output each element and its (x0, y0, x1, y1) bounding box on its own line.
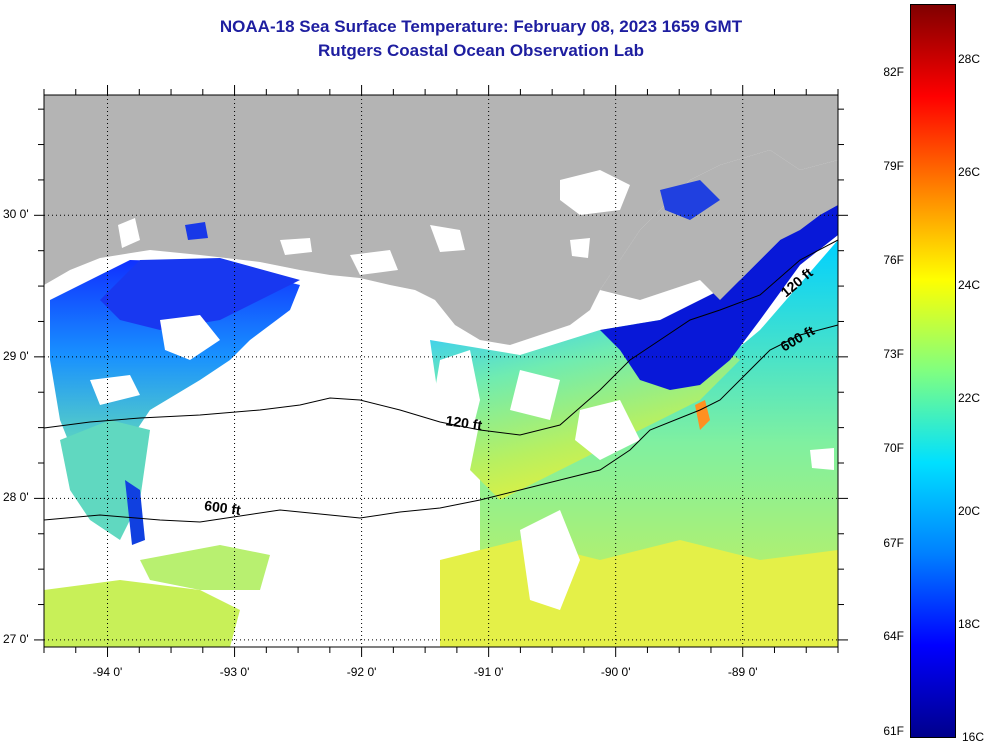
colorbar-celsius-label: 24C (958, 278, 981, 293)
colorbar-celsius-label: 28C (958, 52, 981, 67)
colorbar-fahrenheit-label: 76F (883, 253, 904, 268)
depth-contour-group (43, 239, 839, 523)
contour-depth-label: 600 ft (203, 497, 242, 518)
longitude-tick-label: -91 0' (473, 665, 504, 679)
longitude-tick-label: -90 0' (600, 665, 631, 679)
lake-cloud-area (430, 225, 465, 252)
map-title: NOAA-18 Sea Surface Temperature: Februar… (219, 17, 743, 36)
colorbar-celsius-label: 20C (958, 504, 981, 519)
longitude-tick-label: -89 0' (727, 665, 758, 679)
sst-southwest-mid-patch-area (140, 545, 270, 590)
longitude-tick-label: -94 0' (92, 665, 123, 679)
cloud-patch-area (520, 510, 580, 610)
colorbar-fahrenheit-label: 61F (883, 723, 904, 738)
cloud-patch-area (160, 315, 220, 360)
depth-contour-600ft (43, 324, 839, 523)
colorbar-celsius-label: 18C (958, 617, 981, 632)
lake-cloud-area (560, 170, 630, 215)
colorbar-fahrenheit-label: 79F (883, 159, 904, 174)
lake-cloud-area (660, 180, 720, 220)
colorbar-celsius-label: 22C (958, 391, 981, 406)
sst-southwest-patch-area (44, 580, 240, 647)
lake-cloud-area (118, 218, 140, 248)
latitude-tick-label: 29 0' (3, 348, 29, 363)
sst-cold-west-band-area (100, 258, 300, 330)
contour-depth-label: 120 ft (445, 412, 484, 433)
colorbar-celsius-label: 16C (962, 730, 985, 744)
longitude-tick-label: -92 0' (346, 665, 377, 679)
colorbar-fahrenheit-label: 67F (883, 535, 904, 550)
cloud-patch-area (810, 448, 834, 470)
lake-cloud-area (350, 250, 398, 275)
map-frame (43, 94, 839, 648)
cloud-patch-area (575, 400, 640, 460)
map-subtitle: Rutgers Coastal Ocean Observation Lab (318, 41, 644, 60)
cloud-patch-area (510, 370, 560, 420)
land-southeast-marsh-area (600, 150, 838, 300)
land-area (44, 95, 838, 345)
graticule-group (44, 95, 838, 647)
cloud-patch-area (90, 375, 140, 405)
longitude-tick-label: -93 0' (219, 665, 250, 679)
depth-contour-120ft (43, 239, 839, 436)
colorbar-celsius-label: 26C (958, 165, 981, 180)
sst-warm-spot-area (695, 400, 710, 430)
temperature-colorbar (910, 4, 956, 738)
latitude-tick-label: 27 0' (3, 631, 29, 646)
colorbar-fahrenheit-label: 70F (883, 441, 904, 456)
sst-thin-cold-filament-area (125, 480, 145, 545)
sst-west-strip-area (60, 420, 150, 540)
latitude-tick-label: 28 0' (3, 490, 29, 505)
colorbar-fahrenheit-label: 73F (883, 347, 904, 362)
ticks-group (34, 85, 848, 657)
lake-cloud-area (280, 238, 312, 255)
lake-cloud-area (570, 238, 590, 258)
lake-sst-area (185, 222, 208, 240)
colorbar-fahrenheit-label: 82F (883, 64, 904, 79)
latitude-tick-label: 30 0' (3, 207, 29, 222)
colorbar-fahrenheit-label: 64F (883, 629, 904, 644)
cloud-patch-area (430, 350, 480, 450)
